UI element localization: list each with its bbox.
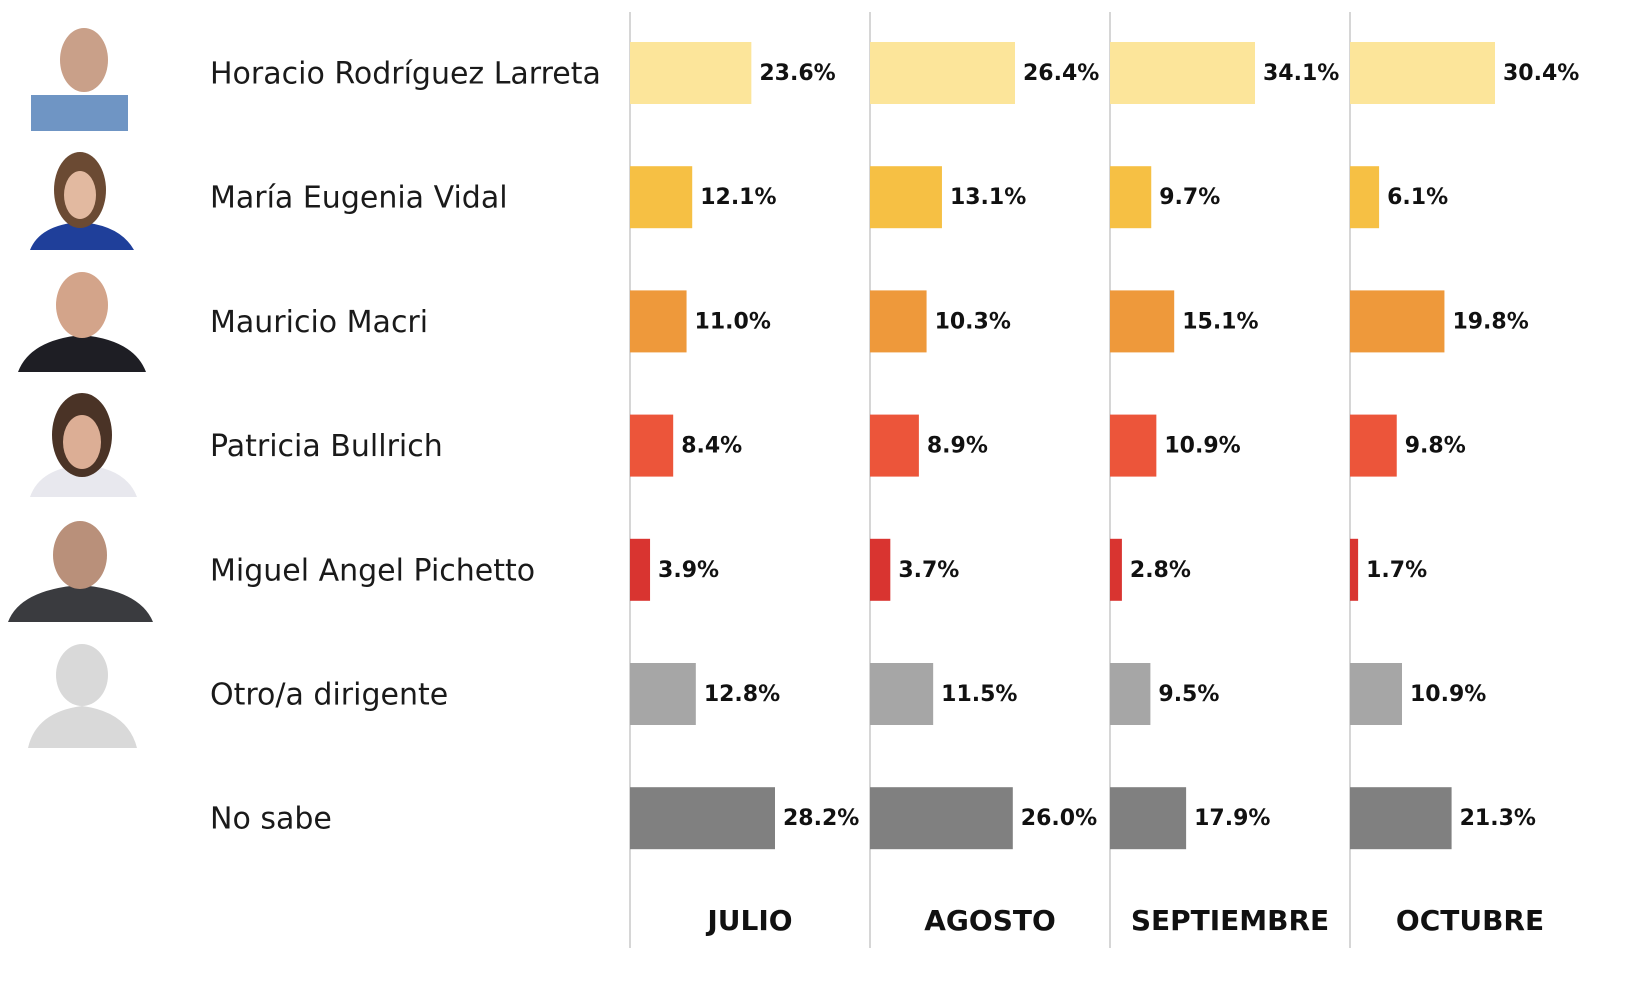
value-label: 9.7% — [1159, 185, 1220, 210]
value-label: 28.2% — [783, 806, 859, 831]
avatar — [31, 28, 128, 131]
bar — [870, 290, 927, 352]
bar — [1350, 290, 1444, 352]
bar — [870, 539, 890, 601]
avatars — [8, 28, 153, 748]
value-label: 1.7% — [1366, 558, 1427, 583]
value-label: 17.9% — [1194, 806, 1270, 831]
value-label: 10.3% — [935, 309, 1011, 334]
bar — [870, 415, 919, 477]
category-label: Miguel Angel Pichetto — [210, 553, 535, 588]
value-label: 21.3% — [1460, 806, 1536, 831]
category-label: Otro/a dirigente — [210, 678, 448, 713]
bar — [1110, 787, 1186, 849]
bar — [1110, 290, 1174, 352]
bar — [630, 787, 775, 849]
bar — [630, 290, 687, 352]
value-label: 13.1% — [950, 185, 1026, 210]
value-label: 11.5% — [941, 682, 1017, 707]
bar — [1110, 42, 1255, 104]
bar — [870, 787, 1013, 849]
bar — [630, 539, 650, 601]
bar — [630, 166, 692, 228]
value-label: 26.4% — [1023, 61, 1099, 86]
bar — [1110, 415, 1156, 477]
bar — [870, 166, 942, 228]
bar — [1110, 539, 1122, 601]
value-label: 8.4% — [681, 434, 742, 459]
value-label: 11.0% — [695, 309, 771, 334]
value-label: 30.4% — [1503, 61, 1579, 86]
value-label: 6.1% — [1387, 185, 1448, 210]
value-label: 23.6% — [759, 61, 835, 86]
category-label: Patricia Bullrich — [210, 429, 443, 464]
month-label: OCTUBRE — [1396, 904, 1544, 937]
value-label: 12.8% — [704, 682, 780, 707]
bar — [1350, 415, 1397, 477]
value-label: 15.1% — [1182, 309, 1258, 334]
bar — [630, 42, 751, 104]
category-label: Horacio Rodríguez Larreta — [210, 57, 601, 92]
bar — [1350, 42, 1495, 104]
value-label: 12.1% — [700, 185, 776, 210]
category-label: No sabe — [210, 802, 332, 837]
month-label: SEPTIEMBRE — [1131, 904, 1329, 937]
value-label: 34.1% — [1263, 61, 1339, 86]
bar — [1350, 787, 1452, 849]
avatar — [30, 393, 137, 497]
category-label: Mauricio Macri — [210, 305, 428, 340]
value-label: 2.8% — [1130, 558, 1191, 583]
value-label: 3.7% — [898, 558, 959, 583]
value-label: 9.8% — [1405, 434, 1466, 459]
category-label: María Eugenia Vidal — [210, 181, 508, 216]
value-label: 9.5% — [1158, 682, 1219, 707]
bar — [1350, 166, 1379, 228]
bar — [870, 42, 1015, 104]
avatar — [28, 644, 137, 748]
bar — [630, 415, 673, 477]
value-label: 19.8% — [1452, 309, 1528, 334]
month-label: AGOSTO — [924, 904, 1056, 937]
bar — [1110, 663, 1150, 725]
value-label: 10.9% — [1164, 434, 1240, 459]
bar — [870, 663, 933, 725]
avatar — [8, 521, 153, 622]
value-label: 10.9% — [1410, 682, 1486, 707]
bar — [630, 663, 696, 725]
value-label: 3.9% — [658, 558, 719, 583]
month-label: JULIO — [705, 904, 792, 937]
bar — [1350, 663, 1402, 725]
bar — [1110, 166, 1151, 228]
avatar — [18, 272, 146, 372]
value-label: 8.9% — [927, 434, 988, 459]
bar — [1350, 539, 1358, 601]
avatar — [30, 152, 134, 250]
chart: Horacio Rodríguez Larreta María Eugenia V… — [0, 0, 1630, 985]
value-label: 26.0% — [1021, 806, 1097, 831]
